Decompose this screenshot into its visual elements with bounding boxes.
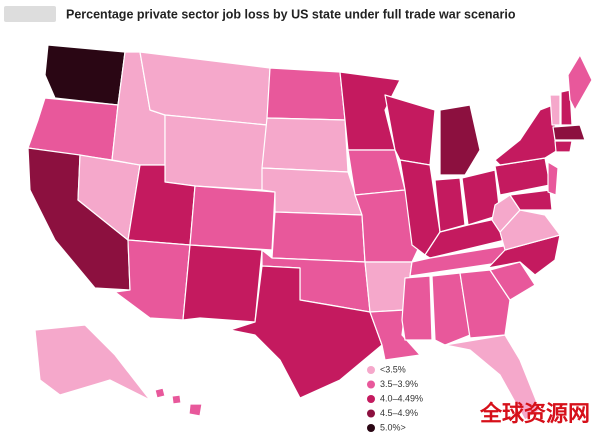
state	[189, 185, 276, 251]
state	[188, 403, 203, 417]
legend: <3.5% 3.5–3.9% 4.0–4.49% 4.5–4.9% 5.0%>	[367, 364, 423, 432]
state	[491, 194, 521, 233]
state	[431, 272, 471, 346]
legend-swatch	[367, 409, 375, 418]
legend-label: 3.5–3.9%	[380, 379, 418, 389]
state	[439, 104, 481, 176]
state	[547, 161, 559, 196]
legend-label: 5.0%>	[380, 422, 406, 432]
state	[266, 67, 346, 121]
legend-swatch	[367, 380, 375, 389]
state	[44, 44, 126, 106]
logo-blur	[4, 6, 56, 22]
map-title: Percentage private sector job loss by US…	[66, 7, 516, 21]
legend-swatch	[367, 395, 375, 403]
legend-label: 4.0–4.49%	[380, 393, 423, 403]
state	[154, 387, 166, 399]
state	[261, 117, 349, 173]
states	[27, 44, 593, 421]
state	[549, 94, 561, 126]
state	[444, 334, 541, 421]
state	[229, 265, 383, 399]
state	[171, 394, 182, 405]
state	[509, 189, 553, 211]
state	[489, 261, 536, 301]
state	[567, 54, 593, 111]
state	[434, 177, 466, 233]
state	[164, 114, 268, 191]
state	[494, 104, 559, 166]
legend-label: <3.5%	[380, 364, 406, 374]
state	[261, 167, 363, 216]
legend-swatch	[367, 424, 375, 432]
state	[34, 324, 151, 401]
state	[182, 244, 263, 323]
legend-label: 4.5–4.9%	[380, 408, 418, 418]
state	[271, 211, 366, 263]
state	[554, 140, 573, 153]
state	[552, 124, 586, 141]
state	[459, 269, 511, 339]
legend-swatch	[367, 366, 375, 374]
state	[401, 275, 433, 341]
state	[347, 149, 406, 196]
watermark: 全球资源网	[479, 401, 590, 426]
